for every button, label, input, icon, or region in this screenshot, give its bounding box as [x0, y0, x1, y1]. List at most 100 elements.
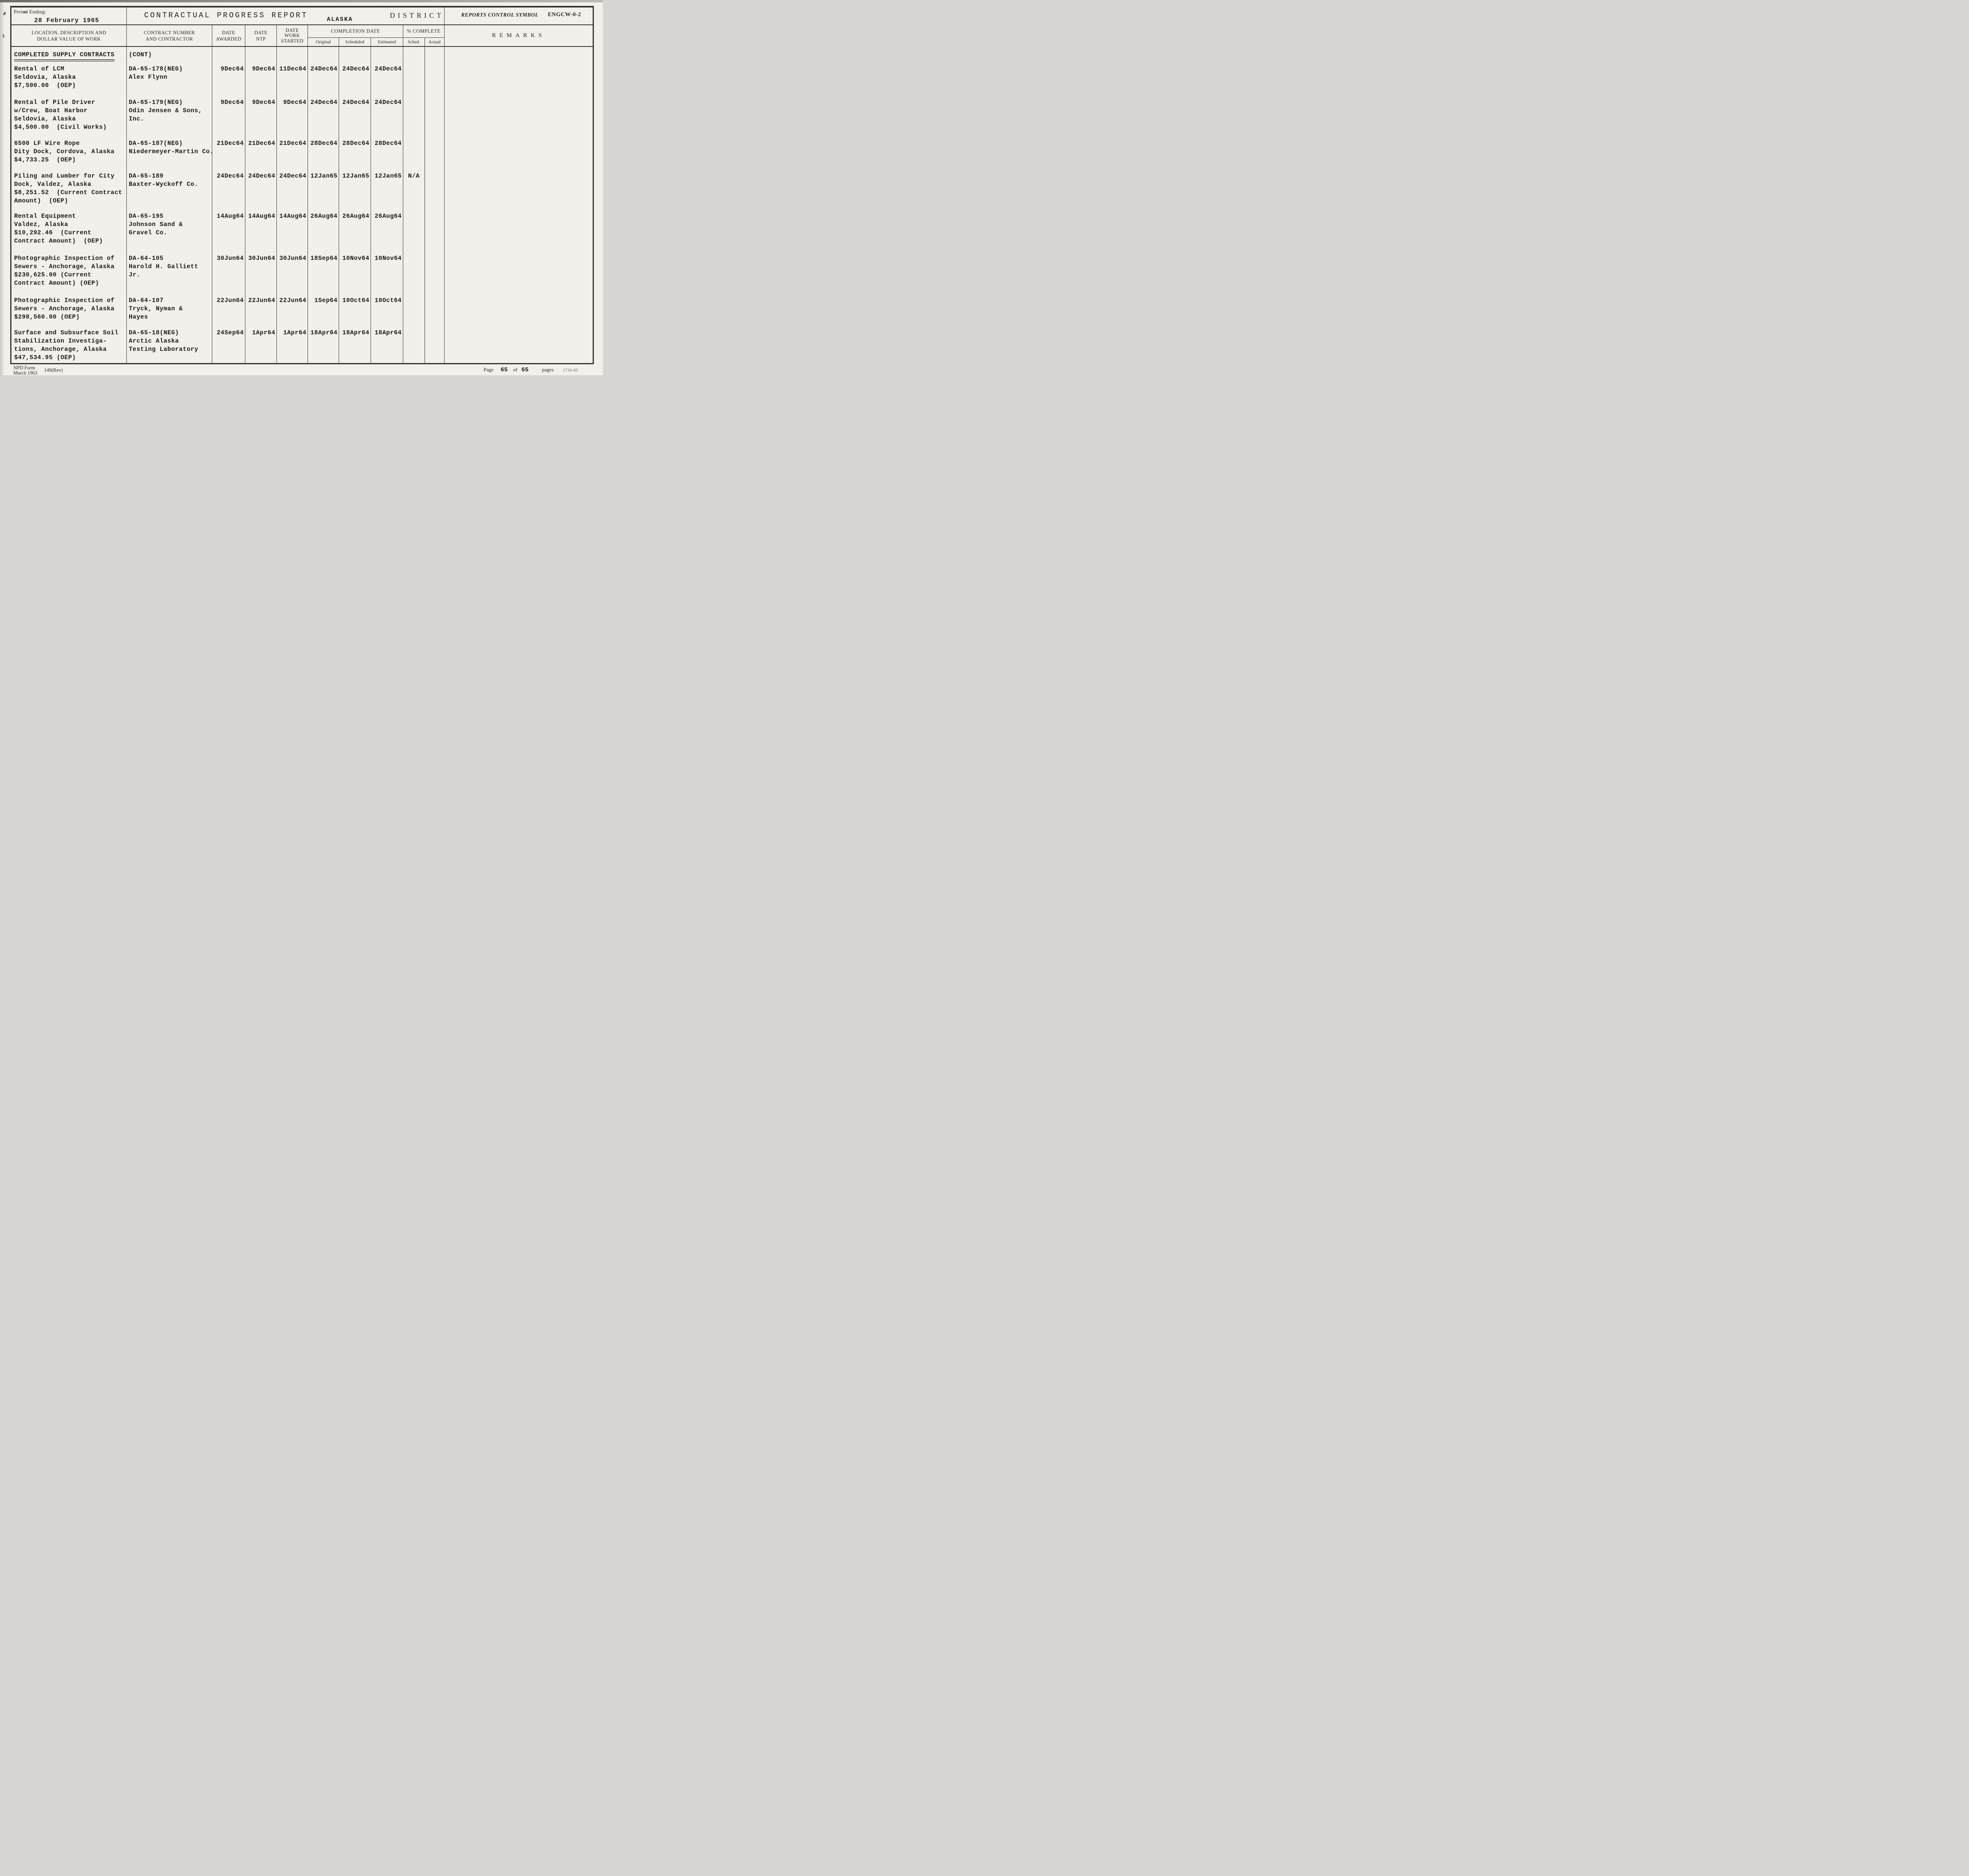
date-work-started-cell: 9Dec64	[277, 96, 308, 137]
location-cell: Photographic Inspection of Sewers - Anch…	[11, 252, 127, 295]
completion-estimated-cell: 24Dec64	[371, 63, 403, 96]
page-label: Page	[484, 367, 494, 373]
completion-estimated-cell: 10Oct64	[371, 295, 403, 327]
col-header-started-line2: WORK	[284, 33, 300, 39]
doc-number: 1726-65	[563, 369, 578, 373]
form-name-line2: March 1963	[13, 370, 37, 376]
completion-scheduled-cell: 10Oct64	[339, 295, 371, 327]
col-header-location-line1: LOCATION, DESCRIPTION AND	[32, 30, 106, 35]
pct-actual-cell	[425, 96, 445, 137]
pct-actual-cell	[425, 137, 445, 170]
date-ntp-cell: 24Dec64	[245, 170, 277, 210]
date-work-started-cell: 22Jun64	[277, 295, 308, 327]
completion-estimated-cell: 28Dec64	[371, 137, 403, 170]
completion-scheduled-cell: 10Nov64	[339, 252, 371, 295]
period-ending-cell: Period Ending: 28 February 1965	[11, 7, 127, 24]
period-ending-label: Period Ending:	[14, 9, 46, 15]
pct-sched-cell: N/A	[403, 170, 425, 210]
remarks-cell	[445, 327, 593, 363]
paper-edge-shadow	[0, 0, 5, 375]
table-row: Photographic Inspection of Sewers - Anch…	[11, 252, 593, 295]
contractor-cell: DA-65-195 Johnson Sand & Gravel Co.	[127, 210, 212, 252]
completion-scheduled-cell: 24Dec64	[339, 96, 371, 137]
pct-actual-cell	[425, 170, 445, 210]
date-work-started-cell: 1Apr64	[277, 327, 308, 363]
col-header-contract-line2: AND CONTRACTOR	[145, 36, 193, 42]
col-header-date-work-started: DATE WORK STARTED	[277, 25, 308, 46]
section-title-text: COMPLETED SUPPLY CONTRACTS	[14, 51, 115, 61]
date-ntp-cell: 30Jun64	[245, 252, 277, 295]
col-header-completion-estimated: Estimated	[378, 39, 396, 44]
date-awarded-cell: 9Dec64	[212, 63, 245, 96]
date-work-started-cell: 24Dec64	[277, 170, 308, 210]
district-value: ALASKA	[327, 16, 353, 23]
col-header-pct-actual: Actual	[428, 39, 441, 44]
location-cell: Piling and Lumber for City Dock, Valdez,…	[11, 170, 127, 210]
col-header-completion-date-group: COMPLETION DATE Original Scheduled Estim…	[308, 25, 403, 46]
col-header-awarded-line2: AWARDED	[216, 36, 241, 42]
contractor-cell: DA-65-18(NEG) Arctic Alaska Testing Labo…	[127, 327, 212, 363]
completion-original-cell: 24Dec64	[308, 63, 339, 96]
remarks-cell	[445, 170, 593, 210]
col-header-completion-date: COMPLETION DATE	[308, 25, 403, 38]
pct-sched-cell	[403, 295, 425, 327]
section-cont: (CONT)	[127, 47, 212, 63]
date-work-started-cell: 14Aug64	[277, 210, 308, 252]
date-ntp-cell: 9Dec64	[245, 96, 277, 137]
pct-sched-cell	[403, 63, 425, 96]
col-header-started-line3: STARTED	[281, 38, 304, 44]
date-ntp-cell: 22Jun64	[245, 295, 277, 327]
completion-original-cell: 18Sep64	[308, 252, 339, 295]
completion-scheduled-cell: 24Dec64	[339, 63, 371, 96]
date-ntp-cell: 21Dec64	[245, 137, 277, 170]
date-work-started-cell: 21Dec64	[277, 137, 308, 170]
contractor-cell: DA-64-107 Tryck, Nyman & Hayes	[127, 295, 212, 327]
page-total: 65	[521, 367, 529, 373]
location-cell: 6500 LF Wire Rope Dity Dock, Cordova, Al…	[11, 137, 127, 170]
col-header-remarks: REMARKS	[492, 32, 545, 39]
title-cell: CONTRACTUAL PROGRESS REPORT ALASKA DISTR…	[127, 7, 445, 24]
date-awarded-cell: 30Jun64	[212, 252, 245, 295]
page-title: CONTRACTUAL PROGRESS REPORT	[144, 11, 308, 20]
progress-report-form: Period Ending: 28 February 1965 CONTRACT…	[10, 6, 594, 364]
col-header-completion-original: Original	[308, 38, 339, 46]
col-header-pct-complete: % COMPLETE	[403, 25, 444, 38]
col-header-contract-line1: CONTRACT NUMBER	[144, 30, 195, 35]
table-row: 6500 LF Wire Rope Dity Dock, Cordova, Al…	[11, 137, 593, 170]
of-label: of	[513, 367, 518, 373]
date-ntp-cell: 9Dec64	[245, 63, 277, 96]
col-header-started-line1: DATE	[286, 27, 299, 33]
col-header-ntp-line1: DATE	[254, 30, 268, 35]
completion-scheduled-cell: 28Dec64	[339, 137, 371, 170]
date-awarded-cell: 24Dec64	[212, 170, 245, 210]
scanned-document-page: Period Ending: 28 February 1965 CONTRACT…	[0, 0, 603, 375]
district-label: DISTRICT	[390, 11, 444, 19]
table-row: Rental Equipment Valdez, Alaska $10,292.…	[11, 210, 593, 252]
date-awarded-cell: 14Aug64	[212, 210, 245, 252]
control-symbol-label: REPORTS CONTROL SYMBOL	[461, 12, 539, 18]
control-symbol-cell: REPORTS CONTROL SYMBOL ENGCW-0-2	[445, 7, 593, 24]
remarks-cell	[445, 295, 593, 327]
col-header-date-ntp: DATE NTP	[245, 25, 277, 46]
date-awarded-cell: 9Dec64	[212, 96, 245, 137]
completion-original-cell: 24Dec64	[308, 96, 339, 137]
col-header-location: LOCATION, DESCRIPTION AND DOLLAR VALUE O…	[11, 25, 127, 46]
pages-label: pages	[542, 367, 554, 373]
col-header-date-awarded: DATE AWARDED	[212, 25, 245, 46]
pct-sched-cell	[403, 327, 425, 363]
contractor-cell: DA-65-179(NEG) Odin Jensen & Sons, Inc.	[127, 96, 212, 137]
date-awarded-cell: 24Sep64	[212, 327, 245, 363]
pct-actual-cell	[425, 295, 445, 327]
contractor-cell: DA-65-187(NEG) Niedermeyer-Martin Co.	[127, 137, 213, 170]
completion-original-cell: 26Aug64	[308, 210, 339, 252]
date-work-started-cell: 30Jun64	[277, 252, 308, 295]
form-name-line1: NPD Form	[13, 365, 35, 371]
location-cell: Rental Equipment Valdez, Alaska $10,292.…	[11, 210, 127, 252]
col-header-location-line2: DOLLAR VALUE OF WORK	[37, 36, 101, 42]
pct-sched-cell	[403, 252, 425, 295]
col-header-awarded-line1: DATE	[222, 30, 235, 35]
control-symbol-value: ENGCW-0-2	[548, 11, 581, 18]
date-awarded-cell: 21Dec64	[212, 137, 245, 170]
completion-original-cell: 18Apr64	[308, 327, 339, 363]
completion-original-cell: 1Sep64	[308, 295, 339, 327]
